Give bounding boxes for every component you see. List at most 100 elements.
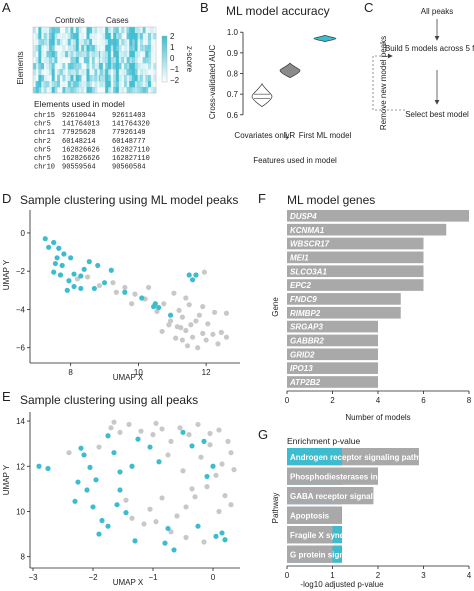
- x-tick-label: 8: [467, 396, 472, 405]
- heatmap-cell: [150, 87, 154, 94]
- scatter-point-controls: [222, 493, 228, 499]
- heatmap-cell: [134, 87, 138, 94]
- panel-e-axes: −3 −2 −1 0 14 12 10 8: [16, 412, 240, 582]
- heatmap-cell: [105, 75, 109, 82]
- heatmap-cell: [139, 81, 143, 88]
- heatmap-cell: [126, 57, 130, 64]
- heatmap-cell: [91, 69, 95, 76]
- heatmap-cell: [33, 57, 36, 64]
- heatmap-cell: [43, 63, 47, 70]
- heatmap-cell: [86, 63, 90, 70]
- heatmap-cell: [107, 39, 111, 46]
- bar: [287, 279, 424, 291]
- heatmap-cell: [91, 57, 95, 64]
- heatmap-cell: [107, 87, 111, 94]
- scatter-point-cases: [81, 266, 87, 272]
- scatter-point-controls: [153, 519, 159, 525]
- heatmap-cell: [134, 75, 138, 82]
- heatmap-cell: [118, 75, 122, 82]
- scatter-point-cases: [46, 244, 52, 250]
- heatmap-cell: [38, 39, 42, 46]
- panel-f-title: ML model genes: [287, 193, 375, 207]
- heatmap-cell: [70, 63, 74, 70]
- heatmap-cell: [70, 87, 74, 94]
- heatmap-cell: [35, 45, 39, 52]
- scatter-point-controls: [210, 331, 216, 337]
- heatmap-cell: [94, 27, 98, 34]
- heatmap-cell: [147, 63, 151, 70]
- heatmap-cell: [51, 33, 55, 40]
- heatmap-cell: [147, 27, 151, 34]
- flow-side-label: Remove new model peaks: [379, 36, 388, 130]
- heatmap-cell: [59, 57, 63, 64]
- panel-e-points: [36, 419, 237, 553]
- heatmap-cell: [105, 33, 109, 40]
- heatmap-cell: [81, 57, 85, 64]
- heatmap-cell: [145, 51, 149, 58]
- scatter-point-cases: [195, 523, 201, 529]
- heatmap-cell: [137, 51, 141, 58]
- heatmap-cell: [83, 69, 87, 76]
- table-cell-start: 162826626: [62, 146, 100, 154]
- scatter-point-controls: [179, 337, 186, 343]
- heatmap-cell: [57, 27, 61, 34]
- heatmap-cell: [153, 63, 157, 70]
- heatmap-cell: [153, 33, 157, 40]
- heatmap-cell: [81, 45, 85, 52]
- heatmap-cell: [81, 75, 85, 82]
- heatmap-cell: [67, 81, 71, 88]
- heatmap-cell: [147, 81, 151, 88]
- heatmap-cell: [46, 63, 50, 70]
- heatmap-cell: [89, 69, 93, 76]
- heatmap-cell: [94, 81, 98, 88]
- heatmap-cell: [43, 39, 47, 46]
- table-cell-end: 77926149: [112, 129, 146, 137]
- heatmap-cell: [123, 69, 127, 76]
- heatmap-cell: [49, 33, 53, 40]
- heatmap-cell: [115, 45, 119, 52]
- heatmap-cell: [118, 33, 122, 40]
- heatmap-cell: [51, 45, 55, 52]
- scatter-point-cases: [117, 487, 123, 493]
- heatmap-cell: [59, 45, 63, 52]
- scatter-point-cases: [68, 255, 74, 261]
- heatmap-cell: [75, 75, 79, 82]
- scatter-point-controls: [184, 343, 191, 349]
- x-tick-label: 8: [68, 368, 73, 377]
- heatmap-cell: [153, 69, 157, 76]
- heatmap-cell: [57, 39, 61, 46]
- scatter-point-controls: [177, 425, 183, 431]
- scatter-point-cases: [210, 463, 216, 469]
- heatmap-cell: [73, 69, 77, 76]
- scatter-point-cases: [129, 463, 135, 469]
- heatmap-cell: [67, 27, 71, 34]
- heatmap-cell: [41, 69, 44, 76]
- heatmap-cell: [118, 69, 122, 76]
- y-tick-label: 0: [21, 229, 26, 238]
- table-cell-start: 162826626: [62, 155, 100, 163]
- heatmap-cell: [62, 75, 66, 82]
- heatmap-cell: [137, 63, 141, 70]
- loop-arrow: [372, 53, 405, 111]
- scatter-point-controls: [200, 330, 206, 336]
- heatmap-cell: [107, 63, 111, 70]
- heatmap-cell: [97, 75, 101, 82]
- scatter-point-controls: [174, 513, 180, 519]
- heatmap-cell: [62, 45, 66, 52]
- scatter-point-cases: [71, 283, 77, 290]
- heatmap-cell: [94, 51, 98, 58]
- heatmap-cell: [121, 45, 125, 52]
- heatmap-cell: [89, 51, 93, 58]
- heatmap-cell: [41, 57, 44, 64]
- scatter-point-controls: [225, 438, 231, 444]
- heatmap-cell: [102, 45, 106, 52]
- heatmap-cell: [59, 69, 63, 76]
- scatter-point-controls: [117, 429, 123, 435]
- panel-e-ylabel: UMAP Y: [2, 464, 11, 495]
- heatmap-cell: [78, 57, 82, 64]
- table-cell-chr: chr2: [34, 138, 51, 146]
- heatmap-cell: [62, 69, 66, 76]
- heatmap-cell: [129, 27, 133, 34]
- heatmap-cell: [121, 57, 125, 64]
